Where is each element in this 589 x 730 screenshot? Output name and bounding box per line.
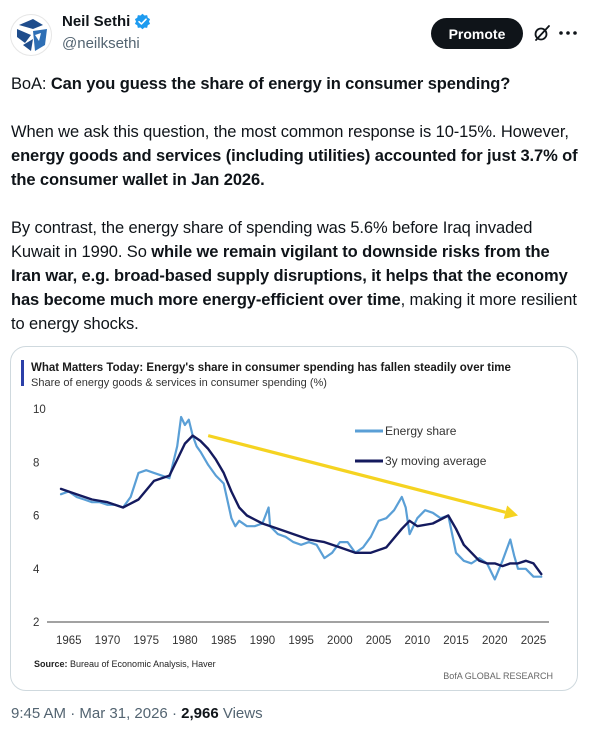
trend-arrow-shaft (207, 434, 506, 514)
meta-separator: · (66, 705, 80, 722)
views-label: Views (218, 705, 263, 722)
chart-image[interactable]: What Matters Today: Energy's share in co… (10, 346, 578, 691)
chart-legend: Energy share 3y moving average (355, 424, 487, 468)
y-tick-label: 2 (33, 617, 39, 629)
tweet-text-plain: BoA: (11, 75, 51, 93)
tweet-text-bold: energy goods and services (including uti… (11, 147, 578, 189)
author-display-name[interactable]: Neil Sethi (62, 13, 131, 30)
verified-badge-icon (135, 13, 151, 30)
x-tick-label: 2025 (521, 635, 547, 647)
tweet-text-plain: , making it more resilient to energy sho… (11, 291, 577, 333)
legend-label: 3y moving average (385, 454, 487, 468)
author-handle[interactable]: @neilksethi (62, 35, 140, 52)
chart-svg: What Matters Today: Energy's share in co… (21, 360, 553, 681)
chart-credit: BofA GLOBAL RESEARCH (443, 671, 553, 681)
tweet-time[interactable]: 9:45 AM (11, 705, 67, 722)
y-tick-label: 4 (33, 564, 40, 576)
tweet-text-plain: By contrast, the energy share of spendin… (11, 219, 533, 261)
author-name-row: Neil Sethi (62, 13, 151, 30)
tweet-date[interactable]: Mar 31, 2026 (79, 705, 168, 722)
chart-accent-bar (21, 360, 24, 386)
grok-icon (534, 25, 550, 41)
legend-label: Energy share (385, 424, 457, 438)
y-axis-labels: 2 4 6 8 10 (33, 404, 46, 629)
x-tick-label: 1980 (172, 635, 198, 647)
tweet-paragraph-2: When we ask this question, the most comm… (11, 120, 583, 192)
x-tick-label: 2005 (366, 635, 392, 647)
chart-source-label: Source: (34, 659, 68, 669)
meta-separator: · (167, 705, 182, 722)
x-tick-label: 2020 (482, 635, 508, 647)
tweet-text-bold: Can you guess the share of energy in con… (50, 75, 511, 93)
tweet-paragraph-3: By contrast, the energy share of spendin… (11, 216, 583, 336)
x-tick-label: 1990 (250, 635, 276, 647)
y-tick-label: 6 (33, 511, 39, 523)
promote-button[interactable]: Promote (431, 18, 523, 49)
x-tick-label: 1965 (56, 635, 82, 647)
chart-source-text: Bureau of Economic Analysis, Haver (68, 659, 216, 669)
more-icon (559, 31, 577, 35)
x-tick-label: 2000 (327, 635, 353, 647)
more-button[interactable] (556, 22, 580, 44)
chart-source: Source: Bureau of Economic Analysis, Hav… (34, 659, 216, 669)
series-line-moving-average (59, 434, 543, 576)
series-line-energy-share (59, 415, 543, 581)
chart-series (59, 415, 543, 581)
grok-button[interactable] (532, 22, 552, 44)
y-tick-label: 10 (33, 404, 46, 416)
x-tick-label: 2010 (405, 635, 431, 647)
trend-arrow (207, 434, 519, 520)
views-count: 2,966 (181, 705, 219, 722)
y-tick-label: 8 (33, 457, 39, 469)
tweet-text-plain: When we ask this question, the most comm… (11, 123, 569, 141)
trend-arrow-head (503, 505, 519, 520)
tweet-meta: 9:45 AM · Mar 31, 2026 · 2,966 Views (11, 705, 263, 722)
chart-title: What Matters Today: Energy's share in co… (31, 362, 511, 374)
tweet-header: Neil Sethi @neilksethi Promote (0, 0, 589, 62)
x-tick-label: 2015 (443, 635, 469, 647)
x-tick-label: 1985 (211, 635, 237, 647)
tweet-text-bold: while we remain vigilant to downside ris… (11, 243, 568, 309)
tweet-paragraph-1: BoA: Can you guess the share of energy i… (11, 72, 583, 96)
tweet-text: BoA: Can you guess the share of energy i… (11, 72, 583, 360)
avatar[interactable] (10, 14, 52, 56)
avatar-logo-icon (17, 19, 47, 51)
chart-subtitle: Share of energy goods & services in cons… (31, 377, 327, 389)
x-tick-label: 1970 (95, 635, 121, 647)
x-axis-labels: 1965 1970 1975 1980 1985 1990 1995 2000 2005 2010… (56, 635, 546, 647)
x-tick-label: 1995 (288, 635, 314, 647)
x-tick-label: 1975 (133, 635, 159, 647)
